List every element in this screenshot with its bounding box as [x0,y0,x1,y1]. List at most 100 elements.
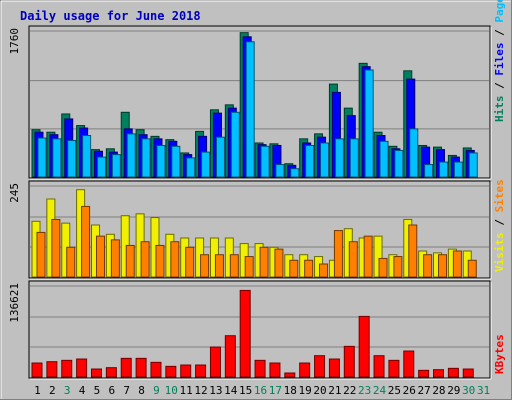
bar-sites-day-11 [185,246,195,278]
bar-kbytes-day-28 [433,369,445,378]
bar-sites-day-16 [259,246,269,278]
day-label-16: 16 [254,384,267,397]
series-legend-top: Hits / Files / Pages [493,0,506,122]
day-label-11: 11 [180,384,193,397]
bar-kbytes-day-17 [269,362,281,378]
day-label-25: 25 [388,384,401,397]
bar-sites-day-8 [140,241,150,278]
bar-sites-day-7 [125,244,135,278]
y-max-label-top: 1760 [8,28,21,55]
bar-pages-day-24 [379,140,389,178]
day-label-31: 31 [477,384,490,397]
legend-part-top-2: Files [493,43,506,76]
legend-part-middle-1: / [493,212,506,232]
day-label-13: 13 [209,384,222,397]
bar-pages-day-18 [290,168,300,178]
bar-pages-day-5 [96,156,106,178]
bar-sites-day-30 [467,259,477,278]
bar-kbytes-day-21 [328,358,340,378]
bar-kbytes-day-15 [239,289,251,378]
bar-sites-day-6 [110,239,120,278]
day-label-18: 18 [284,384,297,397]
bar-kbytes-day-14 [224,335,236,378]
bar-sites-day-1 [36,231,46,278]
bar-sites-day-21 [333,230,343,278]
bar-pages-day-7 [126,133,136,178]
bar-sites-day-23 [363,235,373,278]
bar-sites-day-19 [304,259,314,278]
series-legend-bottom: KBytes [493,334,506,374]
bar-sites-day-29 [452,250,462,278]
bar-sites-day-24 [378,257,388,278]
bar-pages-day-19 [305,144,315,178]
bar-kbytes-day-24 [373,355,385,378]
bar-visits-day-24 [373,235,383,278]
day-label-3: 3 [64,384,71,397]
bar-kbytes-day-12 [195,364,207,378]
bar-pages-day-13 [215,136,225,178]
bar-sites-day-2 [51,218,61,278]
series-legend-middle: Visits / Sites [493,179,506,272]
bar-sites-day-18 [289,259,299,278]
legend-part-top-3: / [493,23,506,43]
bar-sites-day-22 [348,241,358,278]
bar-pages-day-1 [37,137,47,178]
bar-pages-day-14 [230,111,240,178]
bar-sites-day-17 [274,248,284,278]
day-label-10: 10 [165,384,178,397]
day-label-15: 15 [239,384,252,397]
bar-pages-day-20 [320,142,330,178]
bar-pages-day-3 [67,140,77,178]
bar-kbytes-day-4 [76,358,88,378]
day-label-19: 19 [298,384,311,397]
bar-kbytes-day-18 [284,372,296,378]
bar-pages-day-28 [439,161,449,178]
bar-kbytes-day-27 [418,369,430,378]
y-max-label-middle: 245 [8,183,21,203]
chart-title: Daily usage for June 2018 [20,9,201,23]
legend-part-top-0: Hits [493,96,506,123]
y-max-label-bottom: 136621 [8,283,21,323]
bar-sites-day-5 [95,235,105,278]
bar-pages-day-2 [52,138,62,178]
day-label-17: 17 [269,384,282,397]
bar-kbytes-day-30 [462,368,474,378]
bar-kbytes-day-29 [447,367,459,378]
bar-pages-day-11 [186,157,196,178]
bar-sites-day-10 [170,241,180,278]
bar-pages-day-29 [453,161,463,178]
day-label-5: 5 [94,384,101,397]
bar-kbytes-day-10 [165,365,177,378]
bar-sites-day-20 [319,263,329,278]
bar-sites-day-27 [423,254,433,278]
bar-pages-day-22 [349,138,359,178]
bar-kbytes-day-22 [343,345,355,378]
bar-kbytes-day-7 [120,357,132,378]
bar-sites-day-15 [244,256,254,278]
day-label-8: 8 [138,384,145,397]
bar-kbytes-day-11 [180,364,192,378]
bar-sites-day-25 [393,256,403,278]
bar-kbytes-day-13 [209,346,221,378]
bar-pages-day-25 [394,149,404,178]
day-label-23: 23 [358,384,371,397]
bar-kbytes-day-3 [61,359,73,378]
bar-kbytes-day-19 [299,362,311,378]
legend-part-middle-0: Visits [493,232,506,272]
bar-pages-day-23 [364,69,374,178]
bar-sites-day-13 [214,254,224,278]
bar-sites-day-9 [155,244,165,278]
day-label-29: 29 [447,384,460,397]
day-label-26: 26 [403,384,416,397]
legend-part-middle-2: Sites [493,179,506,212]
bar-kbytes-day-20 [314,355,326,378]
bar-pages-day-9 [156,144,166,178]
bar-pages-day-10 [171,145,181,178]
bar-sites-day-3 [66,246,76,278]
day-label-22: 22 [343,384,356,397]
day-label-9: 9 [153,384,160,397]
bar-pages-day-16 [260,145,270,178]
bar-pages-day-8 [141,138,151,178]
